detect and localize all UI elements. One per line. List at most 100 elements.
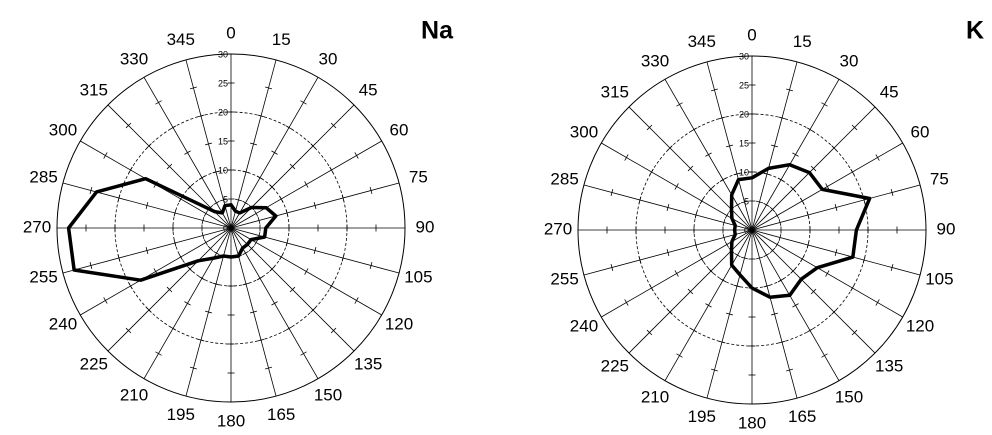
spoke-tick [676,353,683,358]
r-tick-label: 5 [223,194,228,204]
spoke-tick [220,198,227,202]
spoke-tick [687,165,694,172]
spoke-tick [250,310,258,314]
spoke-tick [242,251,249,256]
spoke-tick [235,198,242,202]
spoke-tick [128,166,133,174]
r-tick-label: 20 [218,107,228,117]
angle-label: 285 [550,169,578,188]
spoke-tick [155,351,162,356]
r-tick-label: 30 [218,49,228,59]
spoke-tick [271,150,278,155]
spoke-tick [257,338,265,342]
spoke-tick [777,177,785,182]
spoke-tick [204,310,212,314]
spoke-tick [705,303,712,308]
spoke-tick [248,245,255,252]
spoke-tick [184,301,191,306]
spoke-tick [178,253,183,261]
spoke-tick [279,195,284,203]
spoke-tick [778,116,786,120]
spoke-tick [329,166,334,174]
spoke-tick [638,256,642,264]
angle-label: 195 [688,407,716,426]
r-tick-label: 15 [739,138,749,148]
spoke-tick [775,212,780,219]
r-tick-label: 25 [218,78,228,88]
spoke-tick [369,262,373,270]
angle-label: 75 [409,167,428,186]
spoke-tick [173,209,177,217]
angle-label: 45 [880,82,899,101]
spoke-tick [694,211,698,219]
spoke-tick [265,86,273,90]
spoke-tick [821,353,828,358]
angle-label: 255 [550,270,578,289]
r-tick-label: 10 [218,165,228,175]
angle-label: 90 [416,217,435,236]
r-tick-label: 15 [218,136,228,146]
spoke-tick [775,241,780,248]
spoke-tick [778,340,786,344]
angle-label: 135 [875,357,903,376]
angle-label: 30 [319,49,338,68]
spoke-tick [155,100,162,105]
angle-label: 225 [601,357,629,376]
spoke-tick [187,184,193,190]
spoke-tick [341,254,345,262]
spoke-tick [725,144,733,148]
spoke-tick [741,256,748,260]
spoke-tick [300,100,307,105]
r-tick-label: 5 [744,196,749,206]
spoke-tick [203,239,208,246]
spoke-tick [212,170,220,174]
spoke-tick [674,183,679,190]
angle-label: 120 [385,314,413,333]
spoke-tick [285,239,289,247]
spoke-tick [705,152,712,157]
spoke-tick [699,197,704,205]
spoke-tick [207,245,214,252]
spoke-tick [145,247,149,255]
spoke-tick [638,196,642,204]
spoke-tick [825,183,830,190]
spoke-tick [242,200,249,205]
spoke-tick [792,303,799,308]
spoke-tick [777,278,785,283]
spoke-tick [763,253,770,258]
spoke-tick [734,202,741,207]
spoke-tick [699,255,704,263]
angle-label: 180 [738,413,766,432]
spoke-tick [771,312,779,316]
spoke-tick [722,234,726,241]
spoke-tick [851,124,858,131]
angle-label: 150 [314,385,342,404]
angle-label: 195 [167,405,195,424]
spoke-tick [806,127,814,132]
spoke-tick [666,203,670,211]
angle-label: 120 [906,316,934,335]
spoke-tick [269,184,275,190]
spoke-tick [733,172,741,176]
spoke-tick [103,297,108,304]
spoke-tick [834,203,838,211]
spoke-tick [198,175,206,180]
spoke-tick [242,282,250,286]
spoke-tick [125,122,132,129]
spoke-tick [800,255,805,263]
spoke-tick [89,186,93,194]
angle-label: 300 [49,120,77,139]
spoke-tick [257,217,261,224]
spoke-tick [890,264,894,272]
spoke-tick [771,144,779,148]
spoke-tick [189,366,197,370]
spoke-tick [786,368,794,372]
spoke-tick [117,254,121,262]
spoke-tick [279,253,284,261]
angle-label: 150 [835,387,863,406]
spoke-tick [756,256,763,260]
spoke-tick [646,124,653,131]
spoke-tick [778,219,782,226]
